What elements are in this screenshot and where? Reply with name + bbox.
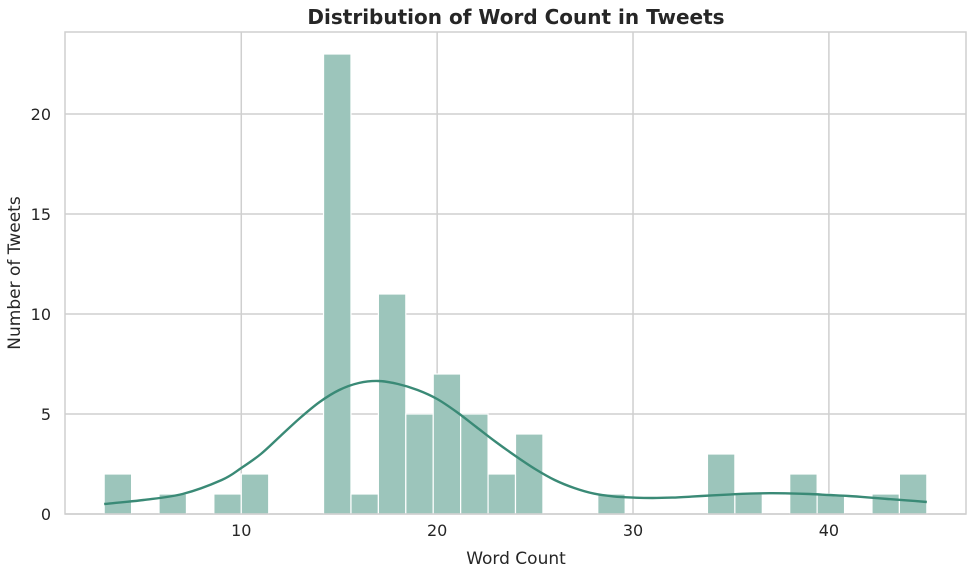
chart-title: Distribution of Word Count in Tweets	[307, 5, 724, 29]
x-axis-label: Word Count	[466, 549, 566, 569]
histogram-bar	[487, 473, 517, 515]
x-tick-labels: 10 20 30 40	[231, 521, 839, 540]
histogram-bar	[706, 453, 736, 515]
histogram-bar	[377, 293, 407, 515]
histogram-bars	[103, 53, 928, 515]
plot-frame	[64, 31, 967, 515]
histogram-bar	[322, 53, 352, 515]
y-tick-label: 5	[41, 405, 51, 424]
histogram-bar	[514, 433, 544, 515]
histogram-bar	[898, 473, 928, 515]
y-tick-label: 10	[31, 305, 51, 324]
y-tick-labels: 0 5 10 15 20	[31, 105, 51, 524]
histogram-bar	[405, 413, 434, 515]
x-tick-label: 40	[819, 521, 839, 540]
histogram-bar	[103, 473, 133, 515]
y-tick-label: 20	[31, 105, 51, 124]
kde-line	[104, 379, 927, 506]
histogram-bar	[460, 413, 489, 515]
x-tick-label: 10	[231, 521, 251, 540]
histogram-bar	[213, 493, 242, 515]
y-tick-label: 0	[41, 505, 51, 524]
y-axis-label: Number of Tweets	[5, 196, 25, 350]
kde-curve-group	[104, 379, 927, 506]
x-tick-label: 30	[623, 521, 643, 540]
x-tick-label: 20	[427, 521, 447, 540]
histogram-bar	[734, 493, 763, 515]
histogram-bar	[432, 373, 462, 515]
histogram-bar	[240, 473, 270, 515]
histogram-bar	[816, 493, 846, 515]
y-tick-label: 15	[31, 205, 51, 224]
histogram-bar	[350, 493, 379, 515]
